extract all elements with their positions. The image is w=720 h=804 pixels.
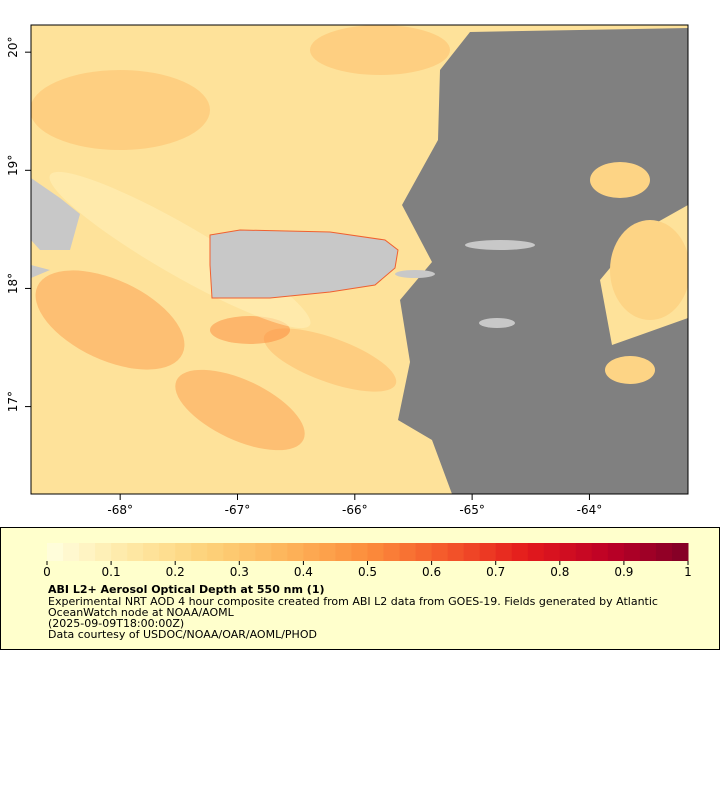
- colorbar-tick-label: 1: [684, 565, 692, 579]
- legend-line: Experimental NRT AOD 4 hour composite cr…: [48, 595, 658, 608]
- colorbar-cell: [303, 543, 320, 561]
- colorbar-cell: [463, 543, 481, 561]
- legend-title: ABI L2+ Aerosol Optical Depth at 550 nm …: [48, 583, 325, 596]
- colorbar-cell: [111, 543, 128, 561]
- colorbar-cell: [495, 543, 513, 561]
- x-tick-label: -64°: [577, 503, 603, 517]
- colorbar-cell: [255, 543, 272, 561]
- colorbar-cell: [575, 543, 593, 561]
- hispaniola: [31, 178, 80, 278]
- virgin-islands: [465, 240, 535, 250]
- colorbar-cell: [239, 543, 256, 561]
- x-tick-label: -65°: [459, 503, 485, 517]
- colorbar-cell: [415, 543, 433, 561]
- y-tick-label: 18°: [6, 273, 20, 294]
- colorbar-tick-label: 0.2: [166, 565, 185, 579]
- colorbar-cell: [223, 543, 240, 561]
- colorbar-tick-label: 0.7: [486, 565, 505, 579]
- legend-line: (2025-09-09T18:00:00Z): [48, 617, 184, 630]
- legend-line: OceanWatch node at NOAA/AOML: [48, 606, 235, 619]
- colorbar-cell: [63, 543, 80, 561]
- colorbar-tick-label: 0.6: [422, 565, 441, 579]
- colorbar-cell: [671, 543, 689, 561]
- colorbar-cell: [623, 543, 641, 561]
- colorbar-cell: [543, 543, 561, 561]
- colorbar-tick-label: 0.4: [294, 565, 313, 579]
- colorbar-tick-label: 0.1: [102, 565, 121, 579]
- puerto-rico: [209, 229, 399, 299]
- colorbar-cell: [527, 543, 545, 561]
- colorbar-cell: [367, 543, 385, 561]
- legend-line: Data courtesy of USDOC/NOAA/OAR/AOML/PHO…: [48, 628, 317, 641]
- map-frame: [30, 24, 689, 495]
- colorbar-cell: [431, 543, 449, 561]
- colorbar-cell: [175, 543, 192, 561]
- y-tick-label: 20°: [6, 37, 20, 58]
- y-tick-label: 19°: [6, 155, 20, 176]
- colorbar-tick-label: 0.9: [614, 565, 633, 579]
- colorbar-cell: [639, 543, 657, 561]
- colorbar-cell: [351, 543, 368, 561]
- x-tick-label: -68°: [107, 503, 133, 517]
- colorbar-cell: [447, 543, 465, 561]
- colorbar-cell: [655, 543, 673, 561]
- map-raster: [31, 25, 688, 494]
- y-tick-label: 17°: [6, 391, 20, 412]
- colorbar-tick-label: 0.5: [358, 565, 377, 579]
- colorbar-cell: [191, 543, 208, 561]
- colorbar-cell: [47, 543, 64, 561]
- vieques: [395, 270, 435, 278]
- colorbar-cell: [95, 543, 112, 561]
- colorbar-cell: [399, 543, 417, 561]
- colorbar-cell: [207, 543, 224, 561]
- colorbar-cell: [159, 543, 176, 561]
- st-croix: [479, 318, 515, 328]
- colorbar-cell: [287, 543, 304, 561]
- colorbar-cell: [607, 543, 625, 561]
- colorbar-cell: [79, 543, 96, 561]
- colorbar-cell: [335, 543, 352, 561]
- colorbar-cell: [591, 543, 609, 561]
- colorbar-cell: [271, 543, 288, 561]
- colorbar-cell: [559, 543, 577, 561]
- colorbar-cell: [383, 543, 401, 561]
- colorbar-cell: [319, 543, 336, 561]
- colorbar-cell: [127, 543, 144, 561]
- colorbar-cell: [143, 543, 160, 561]
- colorbar-tick-label: 0: [43, 565, 51, 579]
- colorbar-tick-label: 0.8: [550, 565, 569, 579]
- colorbar-tick-label: 0.3: [230, 565, 249, 579]
- x-tick-label: -66°: [342, 503, 368, 517]
- colorbar-cell: [479, 543, 497, 561]
- x-tick-label: -67°: [225, 503, 251, 517]
- colorbar-cell: [511, 543, 529, 561]
